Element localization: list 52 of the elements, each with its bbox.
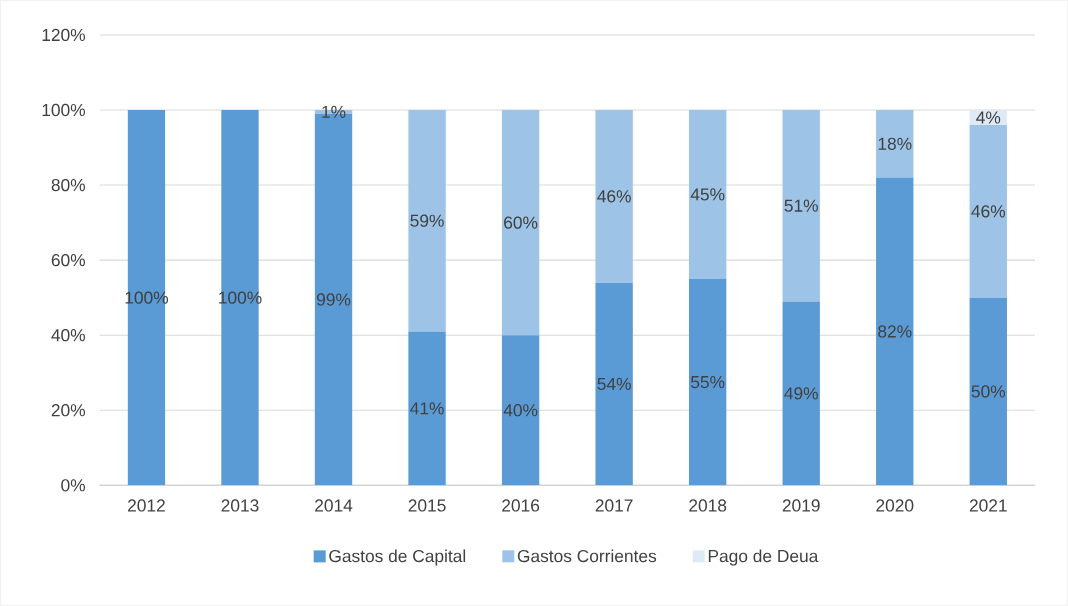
data-label: 49% (784, 387, 818, 400)
bar (408, 110, 446, 332)
data-label: 99% (316, 293, 351, 306)
data-label: 51% (784, 199, 818, 212)
x-tick-label: 2015 (408, 499, 446, 512)
x-tick-label: 2014 (315, 499, 353, 512)
data-label: 41% (410, 402, 444, 415)
data-label: 18% (878, 137, 912, 151)
bar (501, 110, 540, 336)
data-label: 59% (410, 214, 444, 228)
data-label: 4% (976, 111, 1001, 124)
y-tick-label: 20% (51, 404, 86, 417)
bar (782, 301, 820, 486)
legend-label: Gastos de Capital (329, 549, 466, 566)
data-label: 54% (597, 378, 631, 391)
y-tick-label: 100% (42, 104, 86, 117)
x-tick-label: 2021 (969, 499, 1007, 512)
bar (688, 110, 727, 280)
data-label: 40% (503, 404, 538, 417)
legend-label: Gastos Corrientes (517, 549, 657, 563)
y-tick-label: 60% (51, 254, 86, 267)
x-tick-label: 2017 (595, 499, 633, 512)
bar (782, 110, 820, 302)
data-label: 1% (322, 105, 346, 119)
bar (501, 335, 540, 486)
data-label: 46% (597, 190, 631, 203)
data-label: 82% (878, 325, 912, 338)
data-label: 50% (971, 385, 1006, 398)
bar (408, 331, 446, 486)
x-tick-label: 2018 (689, 499, 727, 512)
y-tick-label: 0% (61, 479, 86, 492)
bar (876, 110, 914, 178)
x-tick-label: 2012 (128, 499, 165, 512)
data-label: 46% (971, 205, 1006, 218)
bar (127, 110, 166, 486)
data-label: 45% (690, 188, 725, 201)
x-tick-label: 2019 (782, 499, 820, 512)
data-label: 55% (691, 376, 725, 389)
legend-label: Pago de Deua (708, 549, 819, 566)
bar (876, 177, 914, 486)
y-tick-label: 80% (51, 179, 86, 192)
x-tick-label: 2013 (221, 499, 259, 512)
x-tick-label: 2020 (876, 499, 914, 512)
data-label: 60% (504, 216, 538, 229)
bar (969, 125, 1007, 298)
y-tick-label: 120% (42, 28, 86, 42)
bar (969, 297, 1007, 486)
x-tick-label: 2016 (502, 499, 540, 512)
bar (595, 110, 633, 283)
bar (688, 279, 727, 486)
bar (595, 282, 633, 486)
y-tick-label: 40% (51, 329, 86, 342)
